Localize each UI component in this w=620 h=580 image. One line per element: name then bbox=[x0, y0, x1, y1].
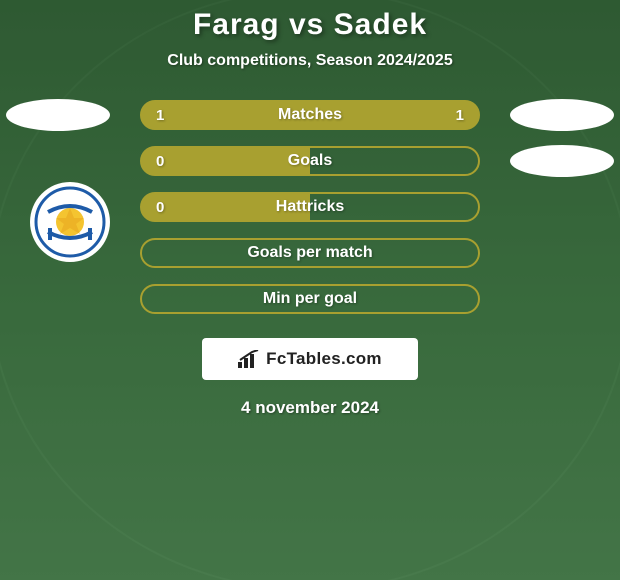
stat-bar: Min per goal bbox=[140, 284, 480, 314]
stat-value-left: 0 bbox=[156, 153, 172, 170]
player-right-slot bbox=[510, 99, 614, 131]
stat-bar: 0 Goals bbox=[140, 146, 480, 176]
subtitle: Club competitions, Season 2024/2025 bbox=[167, 52, 452, 70]
stat-row-matches: 1 Matches 1 bbox=[0, 100, 620, 130]
stat-label: Goals bbox=[288, 152, 332, 170]
stat-value-left: 0 bbox=[156, 199, 172, 216]
stat-row-goals: 0 Goals bbox=[0, 146, 620, 176]
date-label: 4 november 2024 bbox=[241, 398, 379, 418]
stat-bar: 0 Hattricks bbox=[140, 192, 480, 222]
stat-row-mpg: Min per goal bbox=[0, 284, 620, 314]
stat-label: Hattricks bbox=[276, 198, 344, 216]
brand-label: FcTables.com bbox=[266, 349, 382, 369]
player-left-slot bbox=[6, 99, 110, 131]
player-right-slot bbox=[510, 145, 614, 177]
brand-link[interactable]: FcTables.com bbox=[202, 338, 418, 380]
stat-bar: Goals per match bbox=[140, 238, 480, 268]
stat-label: Min per goal bbox=[263, 290, 357, 308]
club-badge-icon bbox=[28, 180, 112, 264]
stat-label: Goals per match bbox=[247, 244, 372, 262]
page-title: Farag vs Sadek bbox=[193, 8, 427, 42]
stat-value-right: 1 bbox=[448, 107, 464, 124]
stat-bar: 1 Matches 1 bbox=[140, 100, 480, 130]
chart-icon bbox=[238, 350, 260, 368]
stat-value-left: 1 bbox=[156, 107, 172, 124]
stat-label: Matches bbox=[278, 106, 342, 124]
